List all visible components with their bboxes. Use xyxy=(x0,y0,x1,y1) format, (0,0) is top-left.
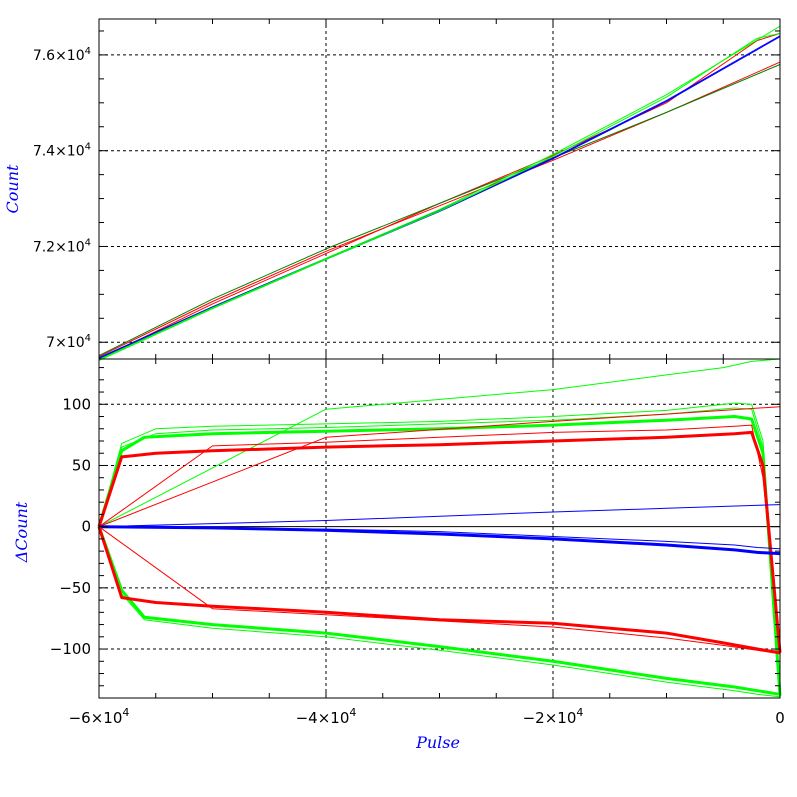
top-series-line-6 xyxy=(98,32,781,361)
top-ticks xyxy=(98,19,781,359)
bottom-y-tick-label: 50 xyxy=(72,456,91,474)
bottom-x-tick-label: −4×104 xyxy=(296,706,357,727)
top-series-line-2 xyxy=(98,64,781,357)
top-y-tick-label: 7×104 xyxy=(46,333,91,351)
bottom-series-line-1 xyxy=(98,402,781,696)
bottom-panel: −100 −50 0 50 100 −6×104 −4×104 −2×104 0 ΔCount… xyxy=(12,358,785,752)
bottom-plot-frame xyxy=(98,358,781,699)
bottom-series-line-12 xyxy=(97,526,781,655)
bottom-y-tick-label: −50 xyxy=(59,579,91,597)
bottom-series-group xyxy=(97,358,782,698)
bottom-y-tick-label: −100 xyxy=(50,640,91,658)
top-y-tick-label: 7.4×104 xyxy=(33,142,91,160)
bottom-x-tick-label: −2×104 xyxy=(523,706,584,727)
bottom-y-tick-labels: −100 −50 0 50 100 xyxy=(50,395,91,658)
bottom-y-tick-label: 100 xyxy=(62,395,91,413)
top-grid xyxy=(99,19,780,359)
bottom-x-tick-labels: −6×104 −4×104 −2×104 0 xyxy=(69,706,785,727)
bottom-y-tick-label: 0 xyxy=(81,518,91,536)
bottom-series-line-11 xyxy=(98,526,781,698)
bottom-series-line-5 xyxy=(98,424,781,653)
bottom-x-axis-title: Pulse xyxy=(415,733,460,752)
top-series-line-1 xyxy=(98,32,781,360)
bottom-series-line-9 xyxy=(98,504,781,528)
top-y-tick-labels: 7×104 7.2×104 7.4×104 7.6×104 xyxy=(33,46,91,351)
bottom-series-line-8 xyxy=(98,526,781,550)
bottom-series-line-10 xyxy=(97,526,781,696)
top-series-group xyxy=(98,25,781,361)
top-y-tick-label: 7.2×104 xyxy=(33,237,91,255)
top-series-line-5 xyxy=(98,25,781,360)
bottom-series-line-13 xyxy=(98,526,781,655)
bottom-y-axis-title: ΔCount xyxy=(12,501,31,563)
bottom-series-line-6 xyxy=(98,406,781,528)
bottom-series-line-3 xyxy=(98,358,781,528)
bottom-x-tick-label: −6×104 xyxy=(69,706,130,727)
top-y-axis-title: Count xyxy=(3,164,22,213)
bottom-x-tick-label: 0 xyxy=(775,709,785,727)
bottom-series-line-2 xyxy=(98,407,781,696)
top-panel: 7×104 7.2×104 7.4×104 7.6×104 Count xyxy=(3,18,781,361)
top-y-tick-label: 7.6×104 xyxy=(33,46,91,64)
bottom-series-line-4 xyxy=(97,430,782,653)
